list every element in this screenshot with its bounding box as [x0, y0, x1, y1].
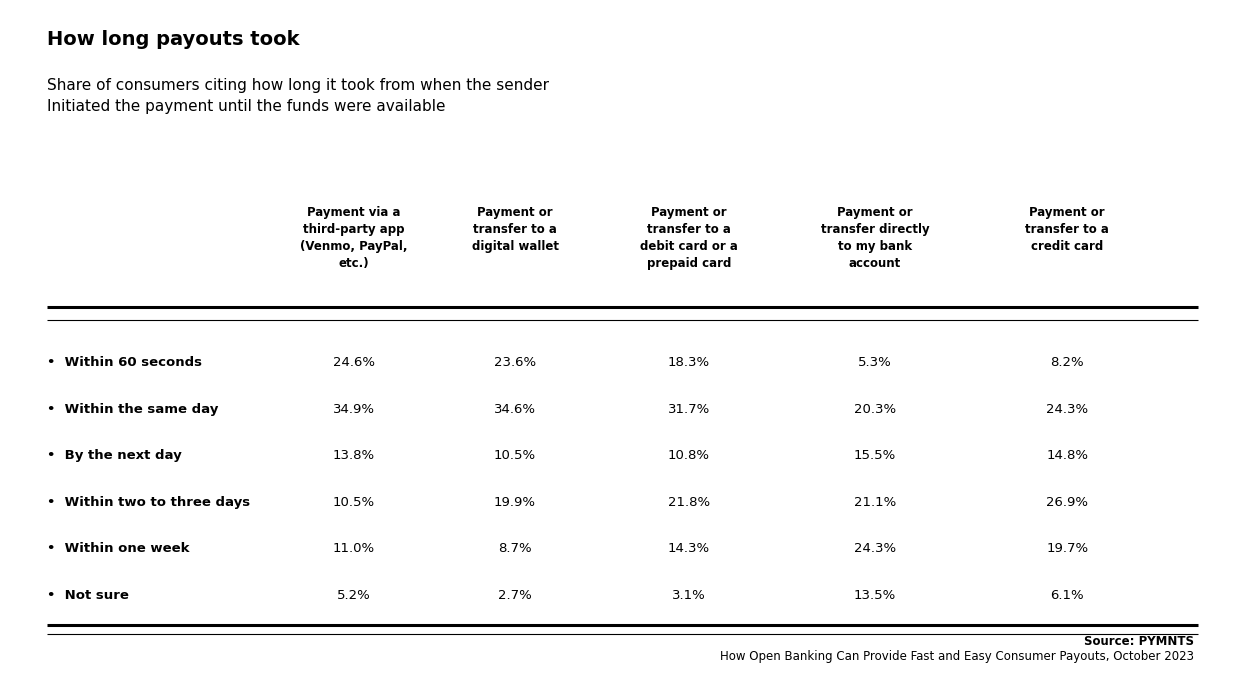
Text: 23.6%: 23.6% — [494, 356, 536, 369]
Text: Share of consumers citing how long it took from when the sender
Initiated the pa: Share of consumers citing how long it to… — [47, 78, 550, 113]
Text: Source: PYMNTS: Source: PYMNTS — [1083, 635, 1194, 648]
Text: Payment or
transfer to a
digital wallet: Payment or transfer to a digital wallet — [472, 206, 558, 253]
Text: 20.3%: 20.3% — [854, 402, 896, 416]
Text: 34.6%: 34.6% — [494, 402, 536, 416]
Text: 5.2%: 5.2% — [336, 588, 371, 602]
Text: 13.5%: 13.5% — [854, 588, 896, 602]
Text: 11.0%: 11.0% — [333, 542, 375, 555]
Text: 18.3%: 18.3% — [668, 356, 710, 369]
Text: 8.2%: 8.2% — [1050, 356, 1085, 369]
Text: 10.8%: 10.8% — [668, 449, 710, 462]
Text: 24.3%: 24.3% — [854, 542, 896, 555]
Text: 14.8%: 14.8% — [1046, 449, 1088, 462]
Text: •  Within the same day: • Within the same day — [47, 402, 218, 416]
Text: •  Not sure: • Not sure — [47, 588, 129, 602]
Text: Payment or
transfer to a
credit card: Payment or transfer to a credit card — [1025, 206, 1109, 253]
Text: •  Within one week: • Within one week — [47, 542, 190, 555]
Text: 21.1%: 21.1% — [854, 495, 896, 509]
Text: 24.3%: 24.3% — [1046, 402, 1088, 416]
Text: 10.5%: 10.5% — [333, 495, 375, 509]
Text: 24.6%: 24.6% — [333, 356, 375, 369]
Text: Payment via a
third-party app
(Venmo, PayPal,
etc.): Payment via a third-party app (Venmo, Pa… — [300, 206, 407, 270]
Text: 3.1%: 3.1% — [671, 588, 706, 602]
Text: 15.5%: 15.5% — [854, 449, 896, 462]
Text: How long payouts took: How long payouts took — [47, 30, 299, 49]
Text: 19.9%: 19.9% — [494, 495, 536, 509]
Text: 13.8%: 13.8% — [333, 449, 375, 462]
Text: •  Within 60 seconds: • Within 60 seconds — [47, 356, 202, 369]
Text: 31.7%: 31.7% — [668, 402, 710, 416]
Text: 34.9%: 34.9% — [333, 402, 375, 416]
Text: 21.8%: 21.8% — [668, 495, 710, 509]
Text: How Open Banking Can Provide Fast and Easy Consumer Payouts, October 2023: How Open Banking Can Provide Fast and Ea… — [720, 650, 1194, 663]
Text: Payment or
transfer directly
to my bank
account: Payment or transfer directly to my bank … — [820, 206, 930, 270]
Text: 6.1%: 6.1% — [1050, 588, 1085, 602]
Text: 14.3%: 14.3% — [668, 542, 710, 555]
Text: 2.7%: 2.7% — [498, 588, 532, 602]
Text: 5.3%: 5.3% — [858, 356, 892, 369]
Text: Payment or
transfer to a
debit card or a
prepaid card: Payment or transfer to a debit card or a… — [640, 206, 737, 270]
Text: 19.7%: 19.7% — [1046, 542, 1088, 555]
Text: 26.9%: 26.9% — [1046, 495, 1088, 509]
Text: 10.5%: 10.5% — [494, 449, 536, 462]
Text: 8.7%: 8.7% — [498, 542, 532, 555]
Text: •  By the next day: • By the next day — [47, 449, 182, 462]
Text: •  Within two to three days: • Within two to three days — [47, 495, 251, 509]
